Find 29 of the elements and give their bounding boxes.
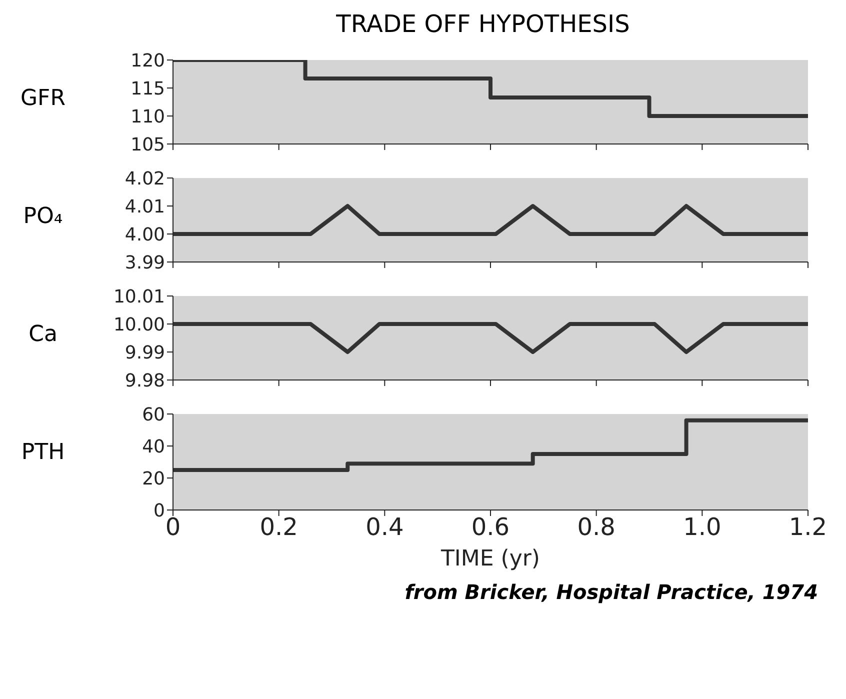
chart-title: TRADE OFF HYPOTHESIS: [335, 10, 631, 38]
x-tick-label: 0.8: [577, 513, 616, 542]
y-tick-label: 60: [142, 404, 165, 426]
y-axis-title: Ca: [28, 321, 58, 347]
y-axis-title: PTH: [20, 439, 66, 465]
x-tick-label: 1.2: [788, 513, 828, 542]
x-tick-label: 0.6: [471, 513, 510, 542]
x-axis-title: TIME (yr): [440, 546, 540, 572]
y-tick-label: 10.01: [113, 286, 165, 308]
x-tick-label: 0.4: [366, 513, 404, 542]
y-tick-label: 4.02: [124, 168, 165, 190]
y-tick-label: 0: [154, 500, 165, 522]
text: from Bricker, Hospital Practice, 1974: [404, 580, 819, 604]
y-tick-label: 120: [130, 50, 165, 72]
y-tick-label: 20: [142, 468, 165, 490]
y-tick-label: 40: [142, 436, 165, 458]
y-axis-title: PO₄: [22, 203, 64, 229]
y-tick-label: 9.99: [124, 342, 165, 364]
x-tick-label: 0.2: [260, 513, 298, 542]
y-tick-label: 9.98: [124, 370, 165, 392]
y-tick-label: 3.99: [124, 252, 165, 274]
y-tick-label: 4.01: [124, 196, 165, 218]
y-tick-label: 10.00: [113, 314, 165, 336]
y-tick-label: 115: [130, 78, 165, 100]
x-tick-label: 1.0: [683, 513, 722, 542]
y-axis-title: GFR: [20, 85, 66, 111]
y-tick-label: 105: [130, 134, 165, 156]
y-tick-label: 110: [130, 106, 165, 128]
y-tick-label: 4.00: [124, 224, 165, 246]
